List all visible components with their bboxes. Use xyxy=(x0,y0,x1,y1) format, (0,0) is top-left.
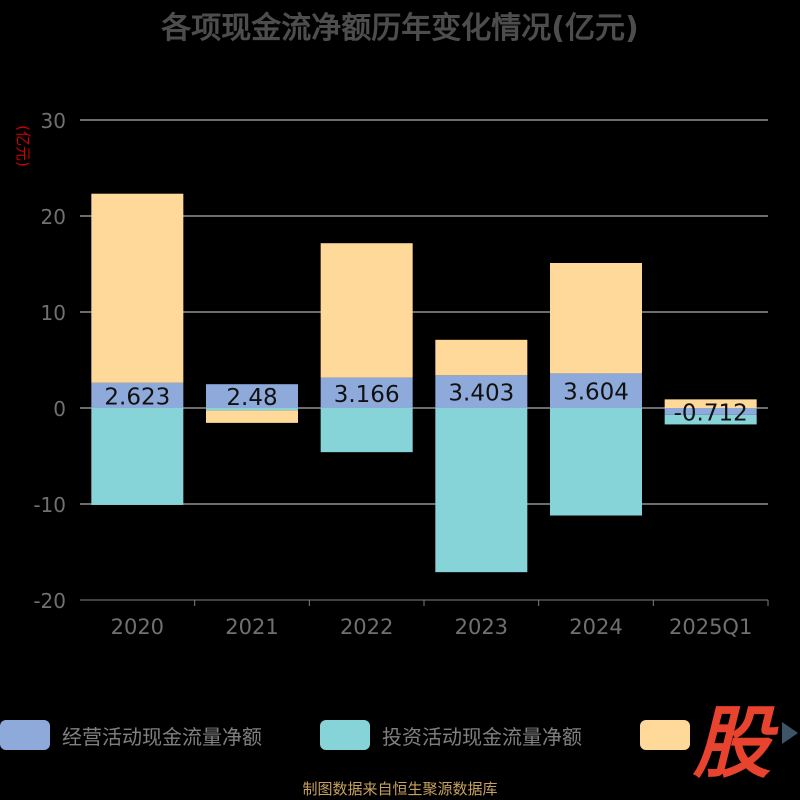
bar-segment xyxy=(435,375,528,408)
legend-item-operating[interactable]: 经营活动现金流量净额 xyxy=(0,720,262,750)
bar-value-label: -0.712 xyxy=(674,400,748,426)
legend-label-operating: 经营活动现金流量净额 xyxy=(62,724,262,749)
data-labels: 2.623 2.48 3.166 3.403 3.604 -0.712 xyxy=(104,380,747,427)
bar-segment xyxy=(320,408,413,453)
legend-item-investing[interactable]: 投资活动现金流量净额 xyxy=(320,720,582,750)
bar-segment xyxy=(435,339,528,376)
y-axis-label: (亿元) xyxy=(14,125,32,167)
bar-segment xyxy=(664,399,757,408)
bar-segment xyxy=(91,382,184,408)
legend: 经营活动现金流量净额 投资活动现金流量净额 xyxy=(0,708,800,760)
bar-segment xyxy=(206,384,298,408)
bars xyxy=(91,193,757,573)
y-tick-label: -10 xyxy=(33,493,66,517)
bar-segment xyxy=(550,408,642,516)
x-tick-label: 2025Q1 xyxy=(669,615,752,639)
x-tick-label: 2021 xyxy=(225,615,278,639)
x-tick-label: 2023 xyxy=(455,615,508,639)
legend-label-investing: 投资活动现金流量净额 xyxy=(382,724,582,749)
legend-next-arrow-icon[interactable] xyxy=(778,718,800,748)
y-tick-label: 10 xyxy=(41,301,66,325)
bar-segment xyxy=(435,408,528,573)
y-tick-label: 0 xyxy=(53,397,66,421)
bar-segment xyxy=(664,414,757,425)
bar-segment xyxy=(91,408,184,505)
bar-segment xyxy=(206,410,298,423)
data-source-note: 制图数据来自恒生聚源数据库 xyxy=(302,780,498,798)
y-tick-label: 20 xyxy=(41,205,66,229)
x-tick-label: 2022 xyxy=(340,615,393,639)
bar-segment xyxy=(320,243,413,378)
bar-segment xyxy=(91,193,184,383)
chart: 各项现金流净额历年变化情况(亿元) (亿元) 30 20 10 0 -10 -20 2020… xyxy=(14,11,769,639)
chart-title: 各项现金流净额历年变化情况(亿元) xyxy=(160,11,638,46)
y-tick-label: -20 xyxy=(33,589,66,613)
bar-value-label: 2.623 xyxy=(104,384,170,410)
watermark-logo: 股 xyxy=(692,700,779,780)
bar-segment xyxy=(320,377,413,408)
axes: 30 20 10 0 -10 -20 2020 2021 2022 2023 2024 2025Q1 xyxy=(33,109,769,639)
legend-swatch-investing xyxy=(320,720,370,750)
legend-swatch-financing xyxy=(640,720,690,750)
bar-segment xyxy=(550,373,642,408)
bar-value-label: 3.604 xyxy=(563,380,629,406)
bar-segment xyxy=(206,408,298,411)
bar-segment xyxy=(550,263,642,374)
bar-value-label: 2.48 xyxy=(226,385,277,411)
x-tick-label: 2020 xyxy=(111,615,164,639)
bar-value-label: 3.166 xyxy=(334,382,400,408)
legend-item-financing[interactable] xyxy=(640,720,690,750)
x-tick-label: 2024 xyxy=(569,615,622,639)
legend-swatch-operating xyxy=(0,720,50,750)
y-tick-label: 30 xyxy=(41,109,66,133)
bar-segment xyxy=(664,408,757,415)
bar-value-label: 3.403 xyxy=(448,381,514,407)
watermark-logo-glyph: 股 xyxy=(692,700,779,780)
